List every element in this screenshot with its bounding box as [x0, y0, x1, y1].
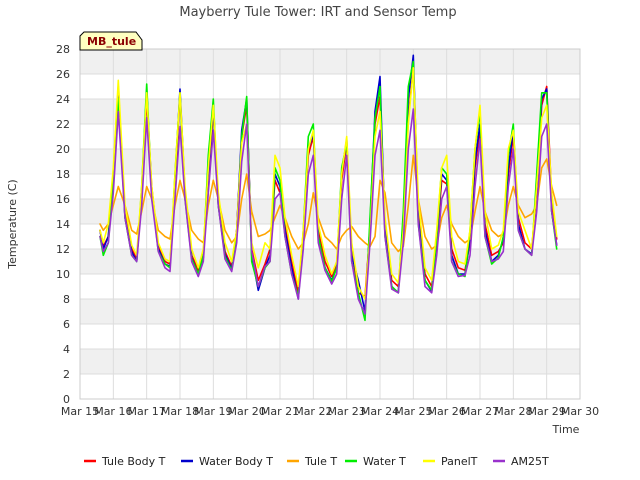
station-badge-label: MB_tule: [87, 35, 136, 48]
series-lines: [99, 54, 558, 322]
x-tick-label: Mar 30: [561, 405, 599, 418]
x-tick-label: Mar 17: [128, 405, 166, 418]
x-tick-label: Mar 24: [361, 405, 399, 418]
y-tick-label: 28: [56, 43, 70, 56]
plot-bands: [80, 49, 580, 399]
plot-band: [80, 124, 580, 149]
plot-band: [80, 199, 580, 224]
legend-label-water-t: Water T: [363, 455, 406, 468]
x-tick-label: Mar 27: [461, 405, 499, 418]
y-tick-label: 10: [56, 268, 70, 281]
plot-band: [80, 49, 580, 74]
y-tick-label: 18: [56, 168, 70, 181]
x-tick-label: Mar 22: [294, 405, 332, 418]
x-tick-label: Mar 19: [194, 405, 232, 418]
plot-band: [80, 99, 580, 124]
y-tick-label: 24: [56, 93, 70, 106]
x-tick-label: Mar 18: [161, 405, 199, 418]
y-tick-label: 20: [56, 143, 70, 156]
legend: Tule Body T Water Body T Tule T Water T Pane…: [84, 455, 549, 468]
legend-label-water-body-t: Water Body T: [199, 455, 273, 468]
plot-band: [80, 174, 580, 199]
plot-band: [80, 299, 580, 324]
station-badge: MB_tule: [79, 31, 143, 51]
x-tick-label: Mar 26: [428, 405, 466, 418]
plot-band: [80, 149, 580, 174]
y-tick-label: 2: [63, 368, 70, 381]
x-tick-label: Mar 16: [94, 405, 132, 418]
legend-label-panelt: PanelT: [441, 455, 478, 468]
x-tick-label: Mar 15: [61, 405, 99, 418]
y-tick-label: 6: [63, 318, 70, 331]
y-tick-label: 4: [63, 343, 70, 356]
y-tick-label: 0: [63, 393, 70, 406]
plot-band: [80, 374, 580, 399]
x-tick-label: Mar 23: [328, 405, 366, 418]
x-tick-label: Mar 29: [528, 405, 566, 418]
y-tick-label: 16: [56, 193, 70, 206]
series-line-am25t: [99, 108, 558, 315]
legend-label-tule-body-t: Tule Body T: [101, 455, 166, 468]
plot-band: [80, 324, 580, 349]
chart-title: Mayberry Tule Tower: IRT and Sensor Temp: [179, 5, 456, 20]
x-axis-title: Time: [552, 423, 580, 436]
plot-band: [80, 349, 580, 374]
x-tick-label: Mar 28: [494, 405, 532, 418]
y-tick-label: 8: [63, 293, 70, 306]
y-tick-label: 26: [56, 68, 70, 81]
y-tick-label: 22: [56, 118, 70, 131]
series-line-panelt: [99, 67, 558, 300]
y-tick-label: 12: [56, 243, 70, 256]
x-tick-label: Mar 20: [228, 405, 266, 418]
plot-band: [80, 74, 580, 99]
x-tick-label: Mar 21: [261, 405, 299, 418]
y-tick-label: 14: [56, 218, 70, 231]
y-axis-title: Temperature (C): [6, 179, 19, 269]
legend-label-am25t: AM25T: [511, 455, 549, 468]
legend-label-tule-t: Tule T: [304, 455, 337, 468]
station-badge-box: [79, 31, 143, 51]
plot-frame: [79, 48, 581, 400]
x-tick-label: Mar 25: [394, 405, 432, 418]
plot-band: [80, 224, 580, 249]
